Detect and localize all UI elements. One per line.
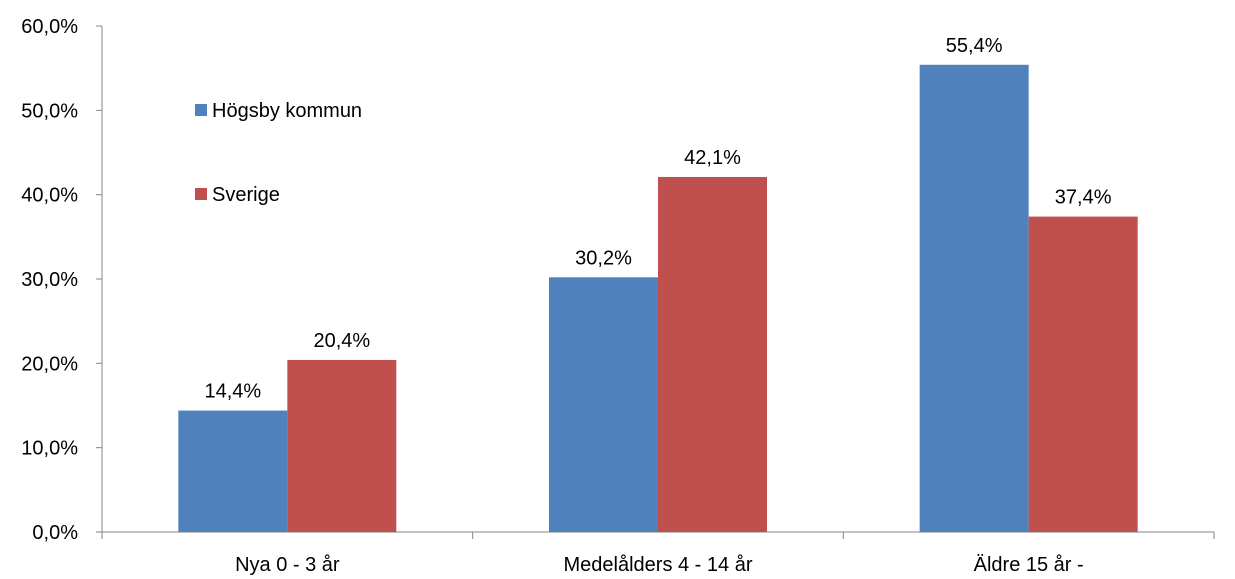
data-label: 42,1% xyxy=(684,147,741,169)
legend-label: Sverige xyxy=(212,184,280,206)
y-tick-label: 30,0% xyxy=(21,269,78,291)
y-tick-label: 40,0% xyxy=(21,185,78,207)
legend: Högsby kommun Sverige xyxy=(195,100,362,206)
x-axis: Nya 0 - 3 år Medelålders 4 - 14 år Äldre 1… xyxy=(101,531,1215,576)
y-tick-label: 10,0% xyxy=(21,438,78,460)
bars xyxy=(178,64,1138,533)
data-label: 20,4% xyxy=(313,330,370,352)
bar-hgsby-kommun-2 xyxy=(549,277,658,532)
data-label: 30,2% xyxy=(575,247,632,269)
y-tick-label: 0,0% xyxy=(32,522,78,544)
y-axis: 0,0% 10,0% 20,0% 30,0% 40,0% 50,0% 60,0% xyxy=(21,16,103,544)
legend-swatch xyxy=(195,104,207,116)
data-label: 37,4% xyxy=(1055,187,1112,209)
data-label: 14,4% xyxy=(204,381,261,403)
bar-sverige-3 xyxy=(1028,216,1138,533)
y-tick-label: 60,0% xyxy=(21,16,78,38)
y-tick-label: 20,0% xyxy=(21,353,78,375)
bar-sverige-2 xyxy=(658,176,767,532)
bar-hgsby-kommun-1 xyxy=(178,410,288,532)
x-tick-label: Äldre 15 år - xyxy=(974,554,1084,576)
data-labels: 14,4% 30,2% 55,4% 20,4% 42,1% 37,4% xyxy=(204,35,1111,403)
legend-swatch xyxy=(195,188,207,200)
data-label: 55,4% xyxy=(946,35,1003,57)
legend-label: Högsby kommun xyxy=(212,100,362,122)
x-tick-label: Medelålders 4 - 14 år xyxy=(564,554,753,576)
bar-hgsby-kommun-3 xyxy=(919,64,1029,532)
y-tick-label: 50,0% xyxy=(21,100,78,122)
x-tick-label: Nya 0 - 3 år xyxy=(235,554,340,576)
bar-sverige-1 xyxy=(287,359,397,532)
